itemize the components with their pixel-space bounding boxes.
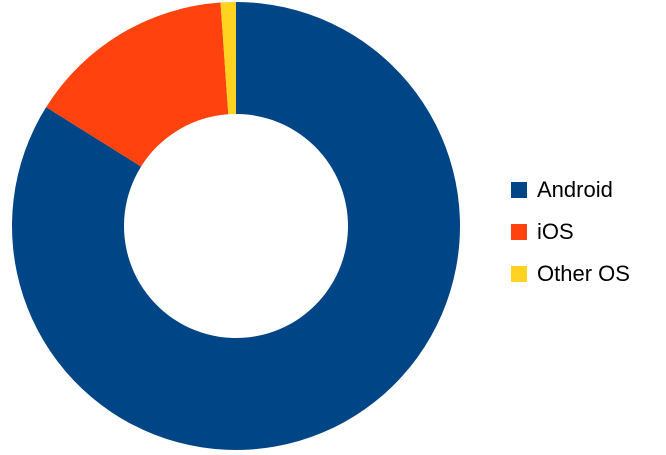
legend-label: Other OS bbox=[537, 261, 630, 286]
legend-swatch bbox=[511, 182, 527, 198]
legend-swatch bbox=[511, 224, 527, 240]
slice-ios bbox=[46, 2, 229, 167]
donut-slices bbox=[12, 2, 461, 450]
legend-item-other-os: Other OS bbox=[511, 253, 630, 295]
legend-item-android: Android bbox=[511, 169, 630, 211]
legend-label: iOS bbox=[537, 219, 574, 244]
slice-other-os bbox=[220, 2, 236, 115]
chart-legend: Android iOS Other OS bbox=[511, 169, 630, 295]
legend-swatch bbox=[511, 266, 527, 282]
legend-item-ios: iOS bbox=[511, 211, 630, 253]
legend-label: Android bbox=[537, 177, 613, 202]
slice-android bbox=[12, 2, 461, 450]
